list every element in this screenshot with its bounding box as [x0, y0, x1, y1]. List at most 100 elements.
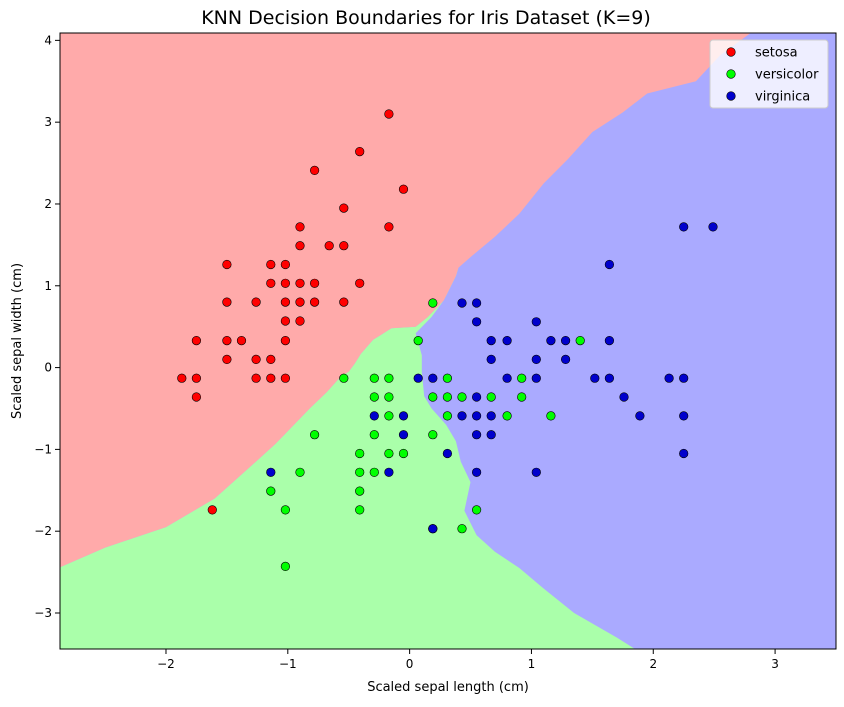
point-versicolor: [442, 411, 453, 421]
point-virginica: [531, 354, 541, 365]
point-virginica: [472, 430, 482, 440]
point-versicolor: [369, 430, 379, 440]
x-tick-label: −1: [279, 657, 297, 671]
x-tick-label: 2: [649, 657, 657, 671]
point-virginica: [472, 467, 482, 477]
point-virginica: [472, 298, 482, 308]
point-virginica: [486, 336, 496, 346]
point-virginica: [546, 336, 556, 346]
point-virginica: [560, 354, 571, 365]
x-tick-label: 3: [771, 657, 779, 671]
point-setosa: [310, 165, 320, 175]
point-setosa: [222, 259, 232, 270]
point-virginica: [604, 336, 615, 346]
point-virginica: [428, 373, 438, 383]
point-virginica: [604, 259, 615, 270]
point-setosa: [222, 297, 232, 307]
x-tick-label: 1: [528, 657, 536, 671]
legend-label-versicolor: versicolor: [755, 68, 819, 83]
point-setosa: [222, 354, 232, 365]
point-versicolor: [355, 467, 365, 477]
point-setosa: [191, 392, 201, 402]
point-setosa: [280, 373, 291, 383]
y-tick-label: 2: [44, 197, 52, 211]
point-setosa: [355, 278, 365, 288]
point-setosa: [207, 505, 217, 515]
point-virginica: [560, 336, 571, 346]
point-setosa: [339, 203, 349, 213]
y-tick-label: −2: [34, 524, 52, 538]
point-versicolor: [384, 392, 394, 402]
point-setosa: [384, 109, 394, 119]
y-axis: −3 −2 −1 0 1 2 3 4: [34, 33, 60, 620]
point-versicolor: [295, 467, 305, 477]
point-virginica: [531, 373, 541, 383]
point-versicolor: [355, 448, 365, 459]
x-axis: −2 −1 0 1 2 3: [157, 649, 779, 671]
y-tick-label: −3: [34, 606, 52, 620]
point-versicolor: [486, 392, 496, 402]
legend-label-virginica: virginica: [755, 90, 810, 105]
point-versicolor: [428, 392, 438, 402]
point-versicolor: [280, 561, 291, 572]
point-setosa: [266, 259, 276, 270]
point-setosa: [191, 373, 201, 383]
point-virginica: [531, 317, 541, 327]
y-tick-label: 4: [44, 33, 52, 47]
legend-label-setosa: setosa: [755, 46, 798, 61]
y-tick-label: −1: [34, 442, 52, 456]
y-tick-label: 3: [44, 115, 52, 129]
point-setosa: [280, 316, 291, 326]
point-versicolor: [384, 411, 394, 421]
legend-marker-versicolor: [726, 69, 736, 79]
point-setosa: [251, 354, 261, 365]
x-tick-label: −2: [157, 657, 175, 671]
point-versicolor: [517, 373, 527, 383]
point-setosa: [251, 373, 261, 383]
point-versicolor: [428, 430, 438, 440]
point-setosa: [236, 336, 247, 346]
point-setosa: [384, 222, 394, 232]
point-setosa: [339, 297, 349, 307]
point-virginica: [398, 411, 409, 421]
point-virginica: [679, 448, 689, 459]
point-versicolor: [384, 373, 394, 383]
point-versicolor: [457, 392, 467, 402]
point-virginica: [472, 317, 482, 327]
point-setosa: [280, 336, 291, 346]
plot-frame: [59, 32, 837, 650]
point-versicolor: [339, 373, 349, 383]
legend-box: [709, 39, 829, 109]
point-versicolor: [369, 467, 379, 477]
point-setosa: [355, 147, 365, 157]
point-virginica: [442, 448, 453, 459]
point-virginica: [428, 524, 438, 534]
point-setosa: [310, 278, 320, 288]
point-virginica: [486, 354, 496, 365]
point-virginica: [266, 467, 276, 477]
point-setosa: [295, 241, 305, 251]
point-versicolor: [546, 411, 556, 421]
point-virginica: [398, 430, 409, 440]
point-virginica: [457, 298, 467, 308]
chart-title: KNN Decision Boundaries for Iris Dataset…: [201, 7, 651, 29]
point-virginica: [679, 411, 689, 421]
point-versicolor: [575, 336, 585, 346]
point-virginica: [486, 430, 496, 440]
point-virginica: [413, 373, 423, 383]
point-setosa: [280, 259, 291, 270]
legend: setosa versicolor virginica: [709, 39, 829, 109]
point-versicolor: [517, 392, 527, 402]
point-versicolor: [457, 524, 467, 534]
point-versicolor: [355, 486, 365, 496]
point-versicolor: [502, 411, 512, 421]
x-tick-label: 0: [406, 657, 414, 671]
point-versicolor: [398, 448, 409, 459]
point-virginica: [369, 411, 379, 421]
point-versicolor: [413, 336, 423, 346]
point-virginica: [664, 373, 674, 383]
point-virginica: [457, 411, 467, 421]
point-virginica: [486, 411, 496, 421]
point-virginica: [502, 336, 512, 346]
point-setosa: [295, 222, 305, 232]
